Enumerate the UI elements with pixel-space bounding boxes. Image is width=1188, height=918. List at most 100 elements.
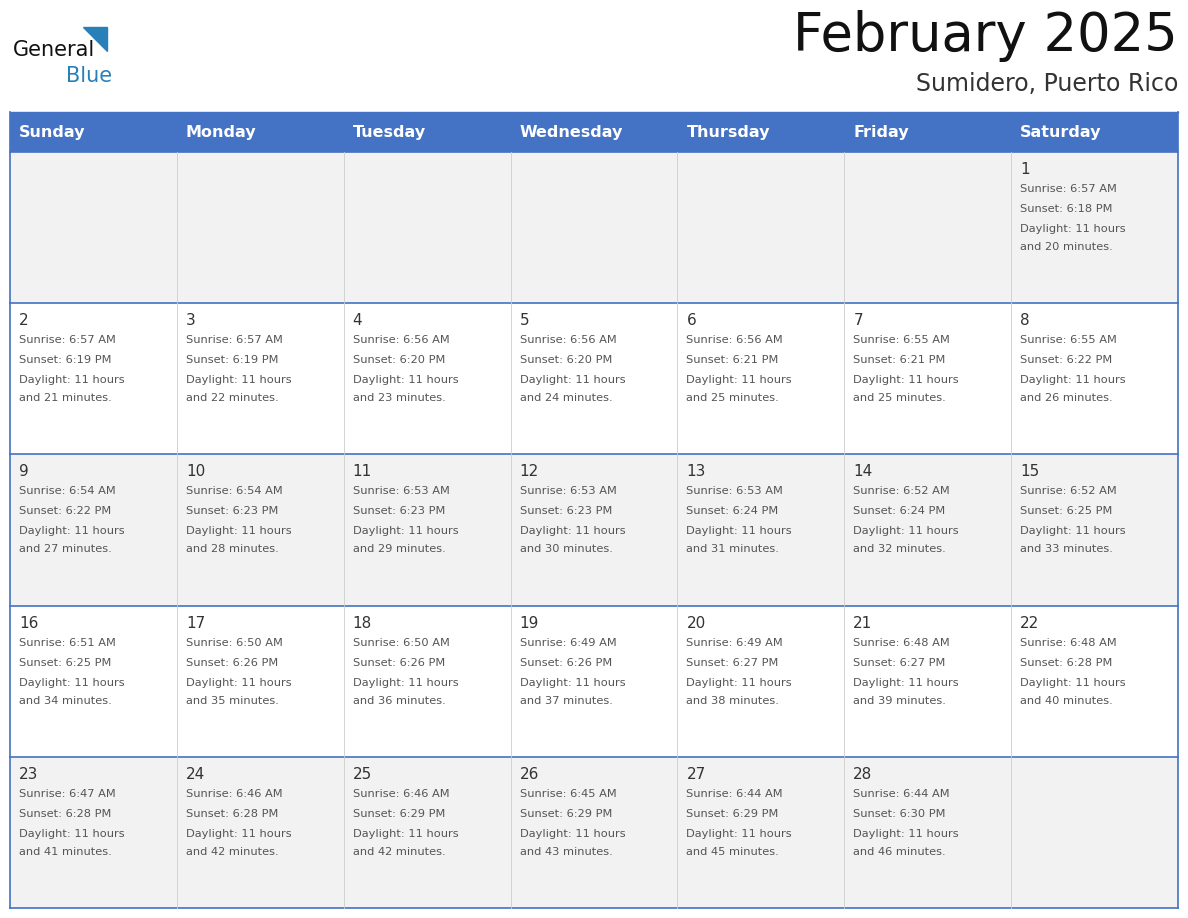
Text: 8: 8	[1020, 313, 1030, 329]
Text: Sunset: 6:26 PM: Sunset: 6:26 PM	[185, 657, 278, 667]
Text: and 26 minutes.: and 26 minutes.	[1020, 393, 1113, 403]
Text: 18: 18	[353, 616, 372, 631]
Text: 10: 10	[185, 465, 206, 479]
Bar	[10, 152, 1178, 303]
Bar	[677, 112, 845, 152]
Text: Daylight: 11 hours: Daylight: 11 hours	[853, 829, 959, 839]
Text: 21: 21	[853, 616, 872, 631]
Text: Wednesday: Wednesday	[519, 125, 623, 140]
Text: Sunset: 6:22 PM: Sunset: 6:22 PM	[19, 507, 112, 517]
Text: Daylight: 11 hours: Daylight: 11 hours	[519, 526, 625, 536]
Text: Daylight: 11 hours: Daylight: 11 hours	[185, 375, 291, 386]
Text: Sunrise: 6:45 AM: Sunrise: 6:45 AM	[519, 789, 617, 799]
Text: Sunrise: 6:56 AM: Sunrise: 6:56 AM	[687, 335, 783, 345]
Text: and 27 minutes.: and 27 minutes.	[19, 544, 112, 554]
Text: and 45 minutes.: and 45 minutes.	[687, 846, 779, 856]
Bar	[10, 756, 1178, 908]
Text: Daylight: 11 hours: Daylight: 11 hours	[687, 375, 792, 386]
Text: 19: 19	[519, 616, 539, 631]
Text: 5: 5	[519, 313, 529, 329]
Text: and 39 minutes.: and 39 minutes.	[853, 696, 946, 706]
Text: Sunrise: 6:56 AM: Sunrise: 6:56 AM	[519, 335, 617, 345]
Text: Sunrise: 6:57 AM: Sunrise: 6:57 AM	[19, 335, 116, 345]
Text: Daylight: 11 hours: Daylight: 11 hours	[353, 829, 459, 839]
Text: 28: 28	[853, 767, 872, 782]
Text: Daylight: 11 hours: Daylight: 11 hours	[19, 829, 125, 839]
Text: Sunset: 6:26 PM: Sunset: 6:26 PM	[353, 657, 446, 667]
Text: 17: 17	[185, 616, 206, 631]
Text: Sunset: 6:28 PM: Sunset: 6:28 PM	[19, 809, 112, 819]
Text: and 22 minutes.: and 22 minutes.	[185, 393, 278, 403]
Text: Daylight: 11 hours: Daylight: 11 hours	[185, 526, 291, 536]
Text: Sunrise: 6:55 AM: Sunrise: 6:55 AM	[853, 335, 950, 345]
Text: Saturday: Saturday	[1020, 125, 1101, 140]
Text: 22: 22	[1020, 616, 1040, 631]
Bar	[10, 112, 177, 152]
Text: 11: 11	[353, 465, 372, 479]
Text: Sunrise: 6:49 AM: Sunrise: 6:49 AM	[687, 638, 783, 647]
Text: Daylight: 11 hours: Daylight: 11 hours	[1020, 526, 1126, 536]
Text: Daylight: 11 hours: Daylight: 11 hours	[519, 375, 625, 386]
Text: Sunset: 6:28 PM: Sunset: 6:28 PM	[1020, 657, 1112, 667]
Text: 13: 13	[687, 465, 706, 479]
Text: and 36 minutes.: and 36 minutes.	[353, 696, 446, 706]
Text: and 23 minutes.: and 23 minutes.	[353, 393, 446, 403]
Text: Daylight: 11 hours: Daylight: 11 hours	[1020, 677, 1126, 688]
Text: Sunrise: 6:52 AM: Sunrise: 6:52 AM	[1020, 487, 1117, 497]
Text: 20: 20	[687, 616, 706, 631]
Text: Daylight: 11 hours: Daylight: 11 hours	[853, 526, 959, 536]
Text: and 40 minutes.: and 40 minutes.	[1020, 696, 1113, 706]
Text: 27: 27	[687, 767, 706, 782]
Text: Sunset: 6:19 PM: Sunset: 6:19 PM	[19, 355, 112, 365]
Text: Daylight: 11 hours: Daylight: 11 hours	[1020, 375, 1126, 386]
Text: and 37 minutes.: and 37 minutes.	[519, 696, 613, 706]
Text: Sunrise: 6:57 AM: Sunrise: 6:57 AM	[185, 335, 283, 345]
Text: Sumidero, Puerto Rico: Sumidero, Puerto Rico	[916, 72, 1178, 96]
Bar	[177, 112, 343, 152]
Text: and 29 minutes.: and 29 minutes.	[353, 544, 446, 554]
Text: Sunset: 6:18 PM: Sunset: 6:18 PM	[1020, 204, 1113, 214]
Text: Sunrise: 6:49 AM: Sunrise: 6:49 AM	[519, 638, 617, 647]
Text: Sunset: 6:24 PM: Sunset: 6:24 PM	[687, 507, 778, 517]
Text: Friday: Friday	[853, 125, 909, 140]
Text: 24: 24	[185, 767, 206, 782]
Text: Sunrise: 6:44 AM: Sunrise: 6:44 AM	[853, 789, 950, 799]
Text: Sunset: 6:24 PM: Sunset: 6:24 PM	[853, 507, 946, 517]
Bar	[511, 112, 677, 152]
Text: Sunset: 6:29 PM: Sunset: 6:29 PM	[519, 809, 612, 819]
Text: Sunset: 6:20 PM: Sunset: 6:20 PM	[519, 355, 612, 365]
Text: Sunrise: 6:53 AM: Sunrise: 6:53 AM	[519, 487, 617, 497]
Text: Daylight: 11 hours: Daylight: 11 hours	[687, 526, 792, 536]
Text: Daylight: 11 hours: Daylight: 11 hours	[19, 677, 125, 688]
Text: February 2025: February 2025	[794, 10, 1178, 62]
Text: and 20 minutes.: and 20 minutes.	[1020, 242, 1113, 252]
Text: Sunrise: 6:57 AM: Sunrise: 6:57 AM	[1020, 184, 1117, 194]
Text: Daylight: 11 hours: Daylight: 11 hours	[687, 677, 792, 688]
Text: Daylight: 11 hours: Daylight: 11 hours	[19, 375, 125, 386]
Text: and 41 minutes.: and 41 minutes.	[19, 846, 112, 856]
Text: Sunrise: 6:48 AM: Sunrise: 6:48 AM	[853, 638, 950, 647]
Text: Sunrise: 6:54 AM: Sunrise: 6:54 AM	[185, 487, 283, 497]
Text: Sunset: 6:22 PM: Sunset: 6:22 PM	[1020, 355, 1112, 365]
Bar	[10, 303, 1178, 454]
Text: Sunrise: 6:46 AM: Sunrise: 6:46 AM	[353, 789, 449, 799]
Text: and 28 minutes.: and 28 minutes.	[185, 544, 279, 554]
Text: 7: 7	[853, 313, 862, 329]
Text: Sunset: 6:21 PM: Sunset: 6:21 PM	[853, 355, 946, 365]
Text: Daylight: 11 hours: Daylight: 11 hours	[19, 526, 125, 536]
Text: Daylight: 11 hours: Daylight: 11 hours	[353, 677, 459, 688]
Text: and 25 minutes.: and 25 minutes.	[853, 393, 946, 403]
Text: Sunset: 6:23 PM: Sunset: 6:23 PM	[519, 507, 612, 517]
Text: Sunset: 6:27 PM: Sunset: 6:27 PM	[687, 657, 779, 667]
Text: Sunset: 6:23 PM: Sunset: 6:23 PM	[353, 507, 446, 517]
Text: 23: 23	[19, 767, 38, 782]
Text: Sunset: 6:25 PM: Sunset: 6:25 PM	[1020, 507, 1112, 517]
Text: Sunrise: 6:51 AM: Sunrise: 6:51 AM	[19, 638, 116, 647]
Text: Sunrise: 6:48 AM: Sunrise: 6:48 AM	[1020, 638, 1117, 647]
Text: Sunday: Sunday	[19, 125, 86, 140]
Text: and 34 minutes.: and 34 minutes.	[19, 696, 112, 706]
Text: Sunset: 6:27 PM: Sunset: 6:27 PM	[853, 657, 946, 667]
Text: 16: 16	[19, 616, 38, 631]
Text: 2: 2	[19, 313, 29, 329]
Text: Sunrise: 6:46 AM: Sunrise: 6:46 AM	[185, 789, 283, 799]
